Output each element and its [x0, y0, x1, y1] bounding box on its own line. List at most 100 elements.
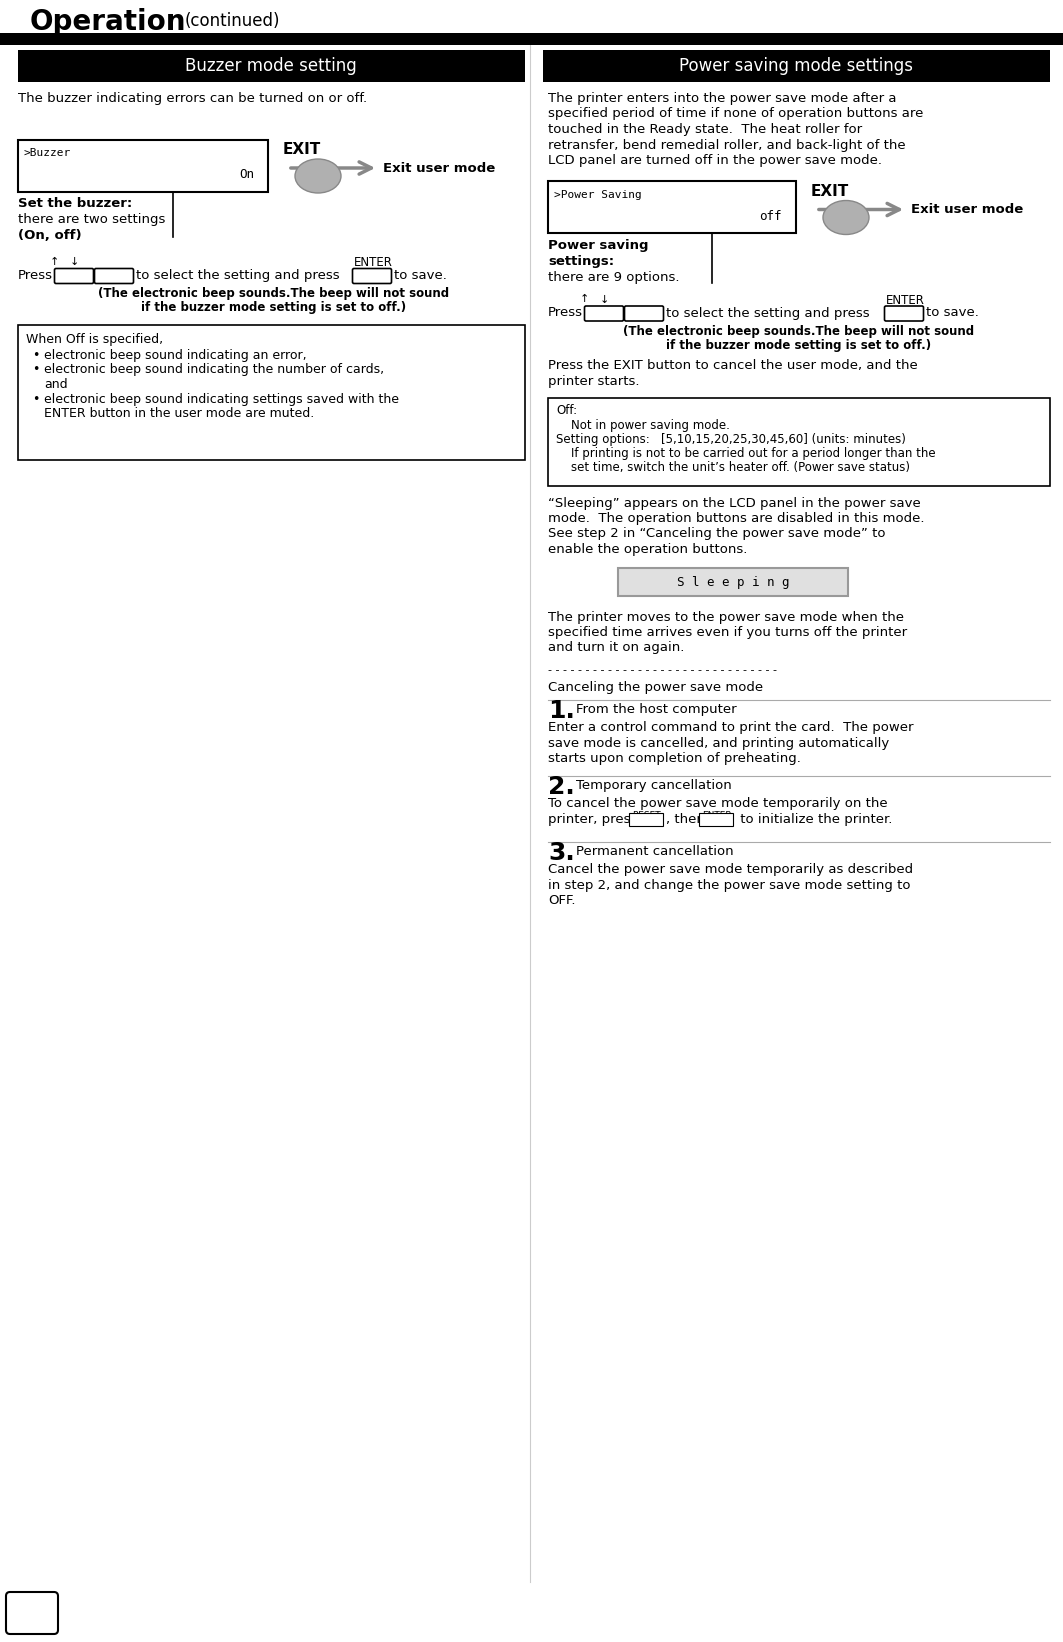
Text: See step 2 in “Canceling the power save mode” to: See step 2 in “Canceling the power save … — [549, 527, 885, 540]
FancyBboxPatch shape — [95, 269, 134, 284]
Bar — [18, 49, 525, 82]
Text: Permanent cancellation: Permanent cancellation — [576, 846, 733, 859]
Text: there are 9 options.: there are 9 options. — [549, 271, 679, 284]
Text: settings:: settings: — [549, 255, 614, 268]
FancyBboxPatch shape — [6, 1593, 58, 1634]
Text: On: On — [239, 167, 254, 181]
Text: if the buzzer mode setting is set to off.): if the buzzer mode setting is set to off… — [141, 300, 406, 314]
Text: >Buzzer: >Buzzer — [24, 148, 71, 158]
Text: Press the EXIT button to cancel the user mode, and the: Press the EXIT button to cancel the user… — [549, 358, 917, 371]
Text: When Off is specified,: When Off is specified, — [26, 333, 163, 346]
Ellipse shape — [296, 159, 341, 194]
Text: save mode is cancelled, and printing automatically: save mode is cancelled, and printing aut… — [549, 737, 890, 749]
Text: ENTER: ENTER — [702, 811, 731, 819]
Text: Operation: Operation — [30, 8, 186, 36]
Text: (The electronic beep sounds.The beep will not sound: (The electronic beep sounds.The beep wil… — [623, 325, 975, 338]
Bar — [618, 568, 848, 596]
Text: OFF.: OFF. — [549, 893, 575, 906]
Text: Power saving mode settings: Power saving mode settings — [679, 57, 913, 76]
Text: Power saving: Power saving — [549, 238, 648, 251]
Text: •: • — [32, 363, 39, 376]
Text: Off:: Off: — [556, 404, 577, 417]
Text: to select the setting and press: to select the setting and press — [667, 307, 870, 320]
Text: (continued): (continued) — [185, 11, 281, 30]
FancyBboxPatch shape — [624, 305, 663, 320]
Text: To cancel the power save mode temporarily on the: To cancel the power save mode temporaril… — [549, 798, 888, 811]
Text: to save.: to save. — [394, 269, 446, 282]
Text: “Sleeping” appears on the LCD panel in the power save: “Sleeping” appears on the LCD panel in t… — [549, 496, 921, 509]
Text: electronic beep sound indicating settings saved with the: electronic beep sound indicating setting… — [44, 392, 399, 406]
Text: enable the operation buttons.: enable the operation buttons. — [549, 544, 747, 557]
Text: EXIT: EXIT — [283, 141, 321, 158]
Text: Not in power saving mode.: Not in power saving mode. — [556, 419, 730, 432]
Text: ENTER button in the user mode are muted.: ENTER button in the user mode are muted. — [44, 407, 315, 420]
Text: specified period of time if none of operation buttons are: specified period of time if none of oper… — [549, 107, 924, 120]
Text: •: • — [32, 392, 39, 406]
Text: If printing is not to be carried out for a period longer than the: If printing is not to be carried out for… — [556, 447, 935, 460]
Bar — [18, 325, 525, 460]
FancyBboxPatch shape — [353, 269, 391, 284]
Text: EXIT: EXIT — [811, 184, 849, 199]
Text: retransfer, bend remedial roller, and back-light of the: retransfer, bend remedial roller, and ba… — [549, 138, 906, 151]
Text: starts upon completion of preheating.: starts upon completion of preheating. — [549, 752, 800, 765]
Text: Canceling the power save mode: Canceling the power save mode — [549, 681, 763, 695]
Text: The printer enters into the power save mode after a: The printer enters into the power save m… — [549, 92, 896, 105]
Text: printer, press: printer, press — [549, 813, 642, 826]
Text: •: • — [32, 350, 39, 361]
Text: printer starts.: printer starts. — [549, 374, 640, 388]
Text: , then: , then — [667, 813, 709, 826]
Text: in step 2, and change the power save mode setting to: in step 2, and change the power save mod… — [549, 878, 911, 892]
Text: Exit user mode: Exit user mode — [911, 204, 1024, 217]
Text: The buzzer indicating errors can be turned on or off.: The buzzer indicating errors can be turn… — [18, 92, 367, 105]
Text: set time, switch the unit’s heater off. (Power save status): set time, switch the unit’s heater off. … — [556, 460, 910, 473]
Text: >Power Saving: >Power Saving — [554, 189, 642, 199]
Text: Press: Press — [549, 307, 583, 320]
Text: there are two settings: there are two settings — [18, 213, 166, 227]
Text: to save.: to save. — [926, 307, 979, 320]
Text: ↑: ↑ — [580, 294, 589, 304]
Text: 3.: 3. — [549, 841, 575, 865]
Bar — [543, 49, 1050, 82]
Text: S l e e p i n g: S l e e p i n g — [677, 576, 789, 589]
Text: ENTER: ENTER — [354, 256, 393, 269]
FancyBboxPatch shape — [54, 269, 94, 284]
Text: to initialize the printer.: to initialize the printer. — [736, 813, 892, 826]
Text: (On, off): (On, off) — [18, 228, 82, 241]
Bar — [549, 399, 1050, 486]
Text: to select the setting and press: to select the setting and press — [136, 269, 339, 282]
Text: The printer moves to the power save mode when the: The printer moves to the power save mode… — [549, 611, 904, 624]
Bar — [0, 33, 1063, 44]
Text: 34: 34 — [21, 1606, 43, 1621]
Bar — [18, 140, 268, 192]
Text: electronic beep sound indicating the number of cards,: electronic beep sound indicating the num… — [44, 363, 384, 376]
Text: and: and — [44, 378, 68, 391]
Text: ↓: ↓ — [600, 294, 609, 304]
Text: - - - - - - - - - - - - - - - - - - - - - - - - - - - - - - -: - - - - - - - - - - - - - - - - - - - - … — [549, 665, 777, 675]
Text: (The electronic beep sounds.The beep will not sound: (The electronic beep sounds.The beep wil… — [99, 287, 450, 300]
Text: and turn it on again.: and turn it on again. — [549, 642, 685, 655]
Ellipse shape — [823, 200, 868, 235]
Text: ☞: ☞ — [309, 166, 326, 186]
Text: Press: Press — [18, 269, 53, 282]
Text: Temporary cancellation: Temporary cancellation — [576, 780, 731, 793]
Text: Buzzer mode setting: Buzzer mode setting — [185, 57, 357, 76]
Text: touched in the Ready state.  The heat roller for: touched in the Ready state. The heat rol… — [549, 123, 862, 136]
Text: off: off — [759, 210, 782, 223]
Text: ENTER: ENTER — [885, 294, 925, 307]
FancyBboxPatch shape — [699, 813, 733, 826]
Text: electronic beep sound indicating an error,: electronic beep sound indicating an erro… — [44, 350, 306, 361]
Text: ☞: ☞ — [838, 209, 855, 227]
Text: From the host computer: From the host computer — [576, 703, 737, 716]
Text: Enter a control command to print the card.  The power: Enter a control command to print the car… — [549, 721, 913, 734]
Text: Cancel the power save mode temporarily as described: Cancel the power save mode temporarily a… — [549, 864, 913, 875]
Text: if the buzzer mode setting is set to off.): if the buzzer mode setting is set to off… — [667, 338, 931, 351]
FancyBboxPatch shape — [629, 813, 663, 826]
Text: mode.  The operation buttons are disabled in this mode.: mode. The operation buttons are disabled… — [549, 512, 925, 525]
Text: Exit user mode: Exit user mode — [383, 161, 495, 174]
FancyBboxPatch shape — [585, 305, 624, 320]
Text: 2.: 2. — [549, 775, 575, 800]
Text: Set the buzzer:: Set the buzzer: — [18, 197, 132, 210]
Text: ↓: ↓ — [70, 258, 80, 268]
Text: 1.: 1. — [549, 699, 575, 722]
Text: LCD panel are turned off in the power save mode.: LCD panel are turned off in the power sa… — [549, 154, 882, 167]
